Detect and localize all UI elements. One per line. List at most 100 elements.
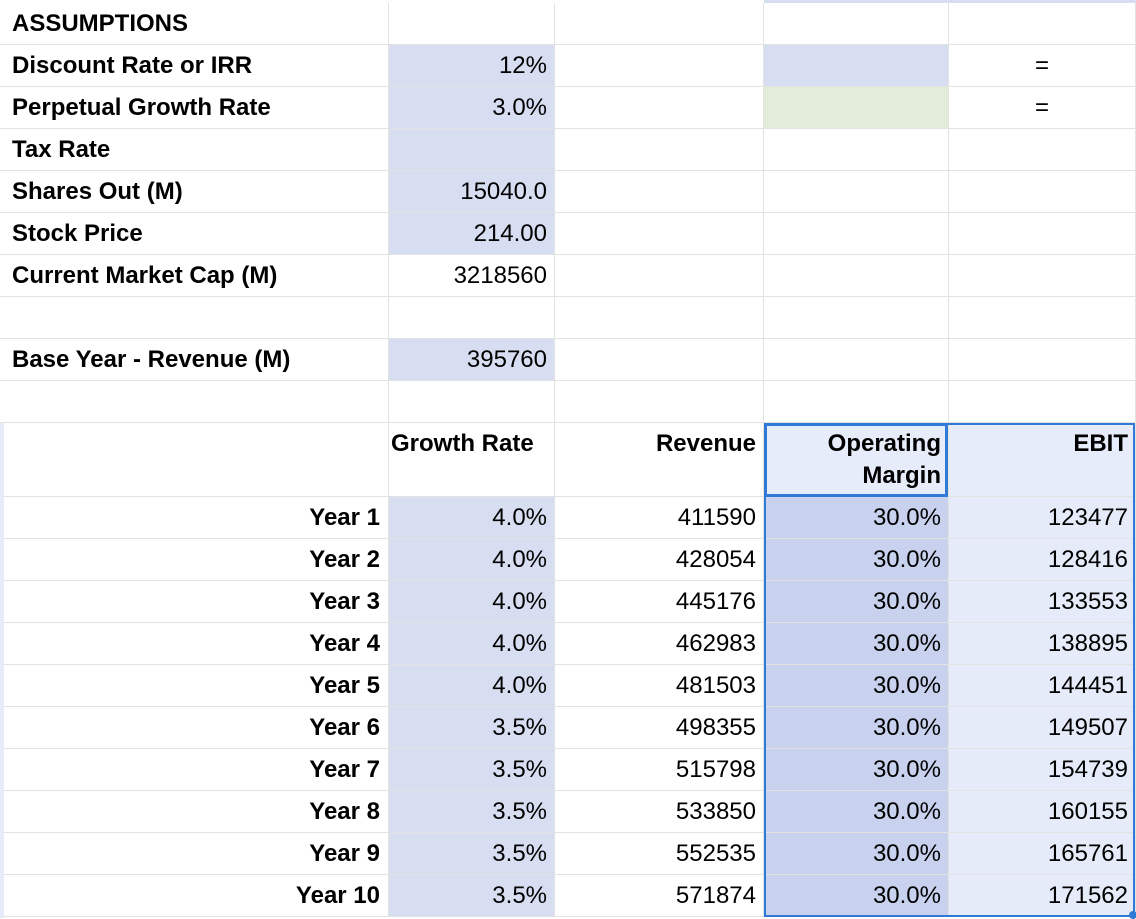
year-label[interactable]: Year 6 bbox=[0, 707, 389, 749]
cell-d1[interactable] bbox=[764, 3, 949, 45]
ebit-cell[interactable]: 171562 bbox=[949, 875, 1136, 917]
equals-cell-2[interactable]: = bbox=[949, 87, 1136, 129]
operating-margin-cell[interactable]: 30.0% bbox=[764, 581, 949, 623]
operating-margin-cell[interactable]: 30.0% bbox=[764, 749, 949, 791]
cell-a11[interactable] bbox=[0, 423, 389, 497]
cell-d4[interactable] bbox=[764, 129, 949, 171]
growth-rate-cell[interactable]: 3.5% bbox=[389, 791, 555, 833]
shares-out-label[interactable]: Shares Out (M) bbox=[0, 171, 389, 213]
base-revenue-label[interactable]: Base Year - Revenue (M) bbox=[0, 339, 389, 381]
revenue-cell[interactable]: 411590 bbox=[555, 497, 764, 539]
cell-c3[interactable] bbox=[555, 87, 764, 129]
stock-price-label[interactable]: Stock Price bbox=[0, 213, 389, 255]
year-label[interactable]: Year 8 bbox=[0, 791, 389, 833]
year-label[interactable]: Year 2 bbox=[0, 539, 389, 581]
cell-e9[interactable] bbox=[949, 339, 1136, 381]
growth-rate-cell[interactable]: 3.5% bbox=[389, 749, 555, 791]
year-label[interactable]: Year 4 bbox=[0, 623, 389, 665]
fill-handle[interactable] bbox=[1129, 911, 1136, 919]
ebit-cell[interactable]: 149507 bbox=[949, 707, 1136, 749]
cell-b10[interactable] bbox=[389, 381, 555, 423]
year-label[interactable]: Year 3 bbox=[0, 581, 389, 623]
cell-e10[interactable] bbox=[949, 381, 1136, 423]
cell-c2[interactable] bbox=[555, 45, 764, 87]
equals-cell-1[interactable]: = bbox=[949, 45, 1136, 87]
discount-rate-value[interactable]: 12% bbox=[389, 45, 555, 87]
shares-out-value[interactable]: 15040.0 bbox=[389, 171, 555, 213]
growth-rate-cell[interactable]: 4.0% bbox=[389, 581, 555, 623]
ebit-cell[interactable]: 138895 bbox=[949, 623, 1136, 665]
cell-d7[interactable] bbox=[764, 255, 949, 297]
operating-margin-cell[interactable]: 30.0% bbox=[764, 791, 949, 833]
revenue-cell[interactable]: 498355 bbox=[555, 707, 764, 749]
cell-c5[interactable] bbox=[555, 171, 764, 213]
operating-margin-cell[interactable]: 30.0% bbox=[764, 497, 949, 539]
cell-c10[interactable] bbox=[555, 381, 764, 423]
ebit-header[interactable]: EBIT bbox=[949, 423, 1136, 497]
tax-rate-value[interactable] bbox=[389, 129, 555, 171]
cell-a10[interactable] bbox=[0, 381, 389, 423]
perpetual-growth-label[interactable]: Perpetual Growth Rate bbox=[0, 87, 389, 129]
cell-d9[interactable] bbox=[764, 339, 949, 381]
tax-rate-label[interactable]: Tax Rate bbox=[0, 129, 389, 171]
cell-e5[interactable] bbox=[949, 171, 1136, 213]
revenue-cell[interactable]: 515798 bbox=[555, 749, 764, 791]
cell-c9[interactable] bbox=[555, 339, 764, 381]
revenue-cell[interactable]: 481503 bbox=[555, 665, 764, 707]
market-cap-value[interactable]: 3218560 bbox=[389, 255, 555, 297]
revenue-cell[interactable]: 445176 bbox=[555, 581, 764, 623]
year-label[interactable]: Year 1 bbox=[0, 497, 389, 539]
growth-rate-header[interactable]: Growth Rate bbox=[389, 423, 555, 497]
cell-e4[interactable] bbox=[949, 129, 1136, 171]
revenue-cell[interactable]: 428054 bbox=[555, 539, 764, 581]
cell-c4[interactable] bbox=[555, 129, 764, 171]
growth-rate-cell[interactable]: 4.0% bbox=[389, 623, 555, 665]
cell-e8[interactable] bbox=[949, 297, 1136, 339]
growth-rate-cell[interactable]: 3.5% bbox=[389, 875, 555, 917]
cell-c1[interactable] bbox=[555, 3, 764, 45]
perpetual-growth-value[interactable]: 3.0% bbox=[389, 87, 555, 129]
growth-rate-cell[interactable]: 4.0% bbox=[389, 539, 555, 581]
year-label[interactable]: Year 7 bbox=[0, 749, 389, 791]
operating-margin-cell[interactable]: 30.0% bbox=[764, 623, 949, 665]
cell-d5[interactable] bbox=[764, 171, 949, 213]
cell-b1[interactable] bbox=[389, 3, 555, 45]
operating-margin-cell[interactable]: 30.0% bbox=[764, 665, 949, 707]
cell-d2[interactable] bbox=[764, 45, 949, 87]
cell-d3[interactable] bbox=[764, 87, 949, 129]
cell-c7[interactable] bbox=[555, 255, 764, 297]
ebit-cell[interactable]: 165761 bbox=[949, 833, 1136, 875]
operating-margin-cell[interactable]: 30.0% bbox=[764, 539, 949, 581]
revenue-cell[interactable]: 462983 bbox=[555, 623, 764, 665]
operating-margin-cell[interactable]: 30.0% bbox=[764, 875, 949, 917]
cell-c6[interactable] bbox=[555, 213, 764, 255]
year-label[interactable]: Year 5 bbox=[0, 665, 389, 707]
cell-d6[interactable] bbox=[764, 213, 949, 255]
revenue-cell[interactable]: 533850 bbox=[555, 791, 764, 833]
market-cap-label[interactable]: Current Market Cap (M) bbox=[0, 255, 389, 297]
year-label[interactable]: Year 9 bbox=[0, 833, 389, 875]
cell-e6[interactable] bbox=[949, 213, 1136, 255]
discount-rate-label[interactable]: Discount Rate or IRR bbox=[0, 45, 389, 87]
growth-rate-cell[interactable]: 4.0% bbox=[389, 497, 555, 539]
cell-a8[interactable] bbox=[0, 297, 389, 339]
ebit-cell[interactable]: 160155 bbox=[949, 791, 1136, 833]
ebit-cell[interactable]: 133553 bbox=[949, 581, 1136, 623]
cell-c8[interactable] bbox=[555, 297, 764, 339]
cell-d8[interactable] bbox=[764, 297, 949, 339]
growth-rate-cell[interactable]: 4.0% bbox=[389, 665, 555, 707]
growth-rate-cell[interactable]: 3.5% bbox=[389, 707, 555, 749]
operating-margin-cell[interactable]: 30.0% bbox=[764, 833, 949, 875]
revenue-cell[interactable]: 571874 bbox=[555, 875, 764, 917]
cell-d10[interactable] bbox=[764, 381, 949, 423]
operating-margin-header[interactable]: Operating Margin bbox=[764, 423, 949, 497]
ebit-cell[interactable]: 123477 bbox=[949, 497, 1136, 539]
cell-b8[interactable] bbox=[389, 297, 555, 339]
cell-e1[interactable] bbox=[949, 3, 1136, 45]
cell-e7[interactable] bbox=[949, 255, 1136, 297]
ebit-cell[interactable]: 128416 bbox=[949, 539, 1136, 581]
revenue-cell[interactable]: 552535 bbox=[555, 833, 764, 875]
ebit-cell[interactable]: 144451 bbox=[949, 665, 1136, 707]
operating-margin-cell[interactable]: 30.0% bbox=[764, 707, 949, 749]
growth-rate-cell[interactable]: 3.5% bbox=[389, 833, 555, 875]
